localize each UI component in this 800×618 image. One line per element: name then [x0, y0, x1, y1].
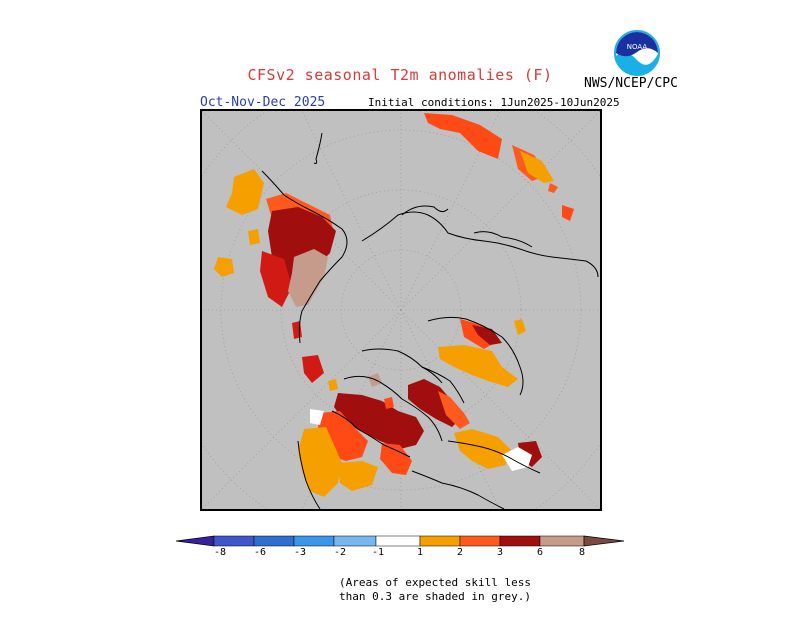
colorbar-label-8: 3 — [496, 547, 504, 558]
patch-canada-arctic-red — [438, 391, 470, 429]
patch-greenland-darkred — [472, 325, 502, 345]
colorbar-label-9: 6 — [536, 547, 544, 558]
patch-baltic-red — [260, 251, 292, 307]
patch-norway-orange — [226, 169, 264, 215]
colorbar-label-7: 2 — [456, 547, 464, 558]
colorbar-bin-4 — [333, 535, 377, 547]
colorbar-bin-3 — [293, 535, 335, 547]
colorbar-left-arrow — [175, 535, 215, 547]
colorbar-right-arrow — [583, 535, 625, 547]
season-label: Oct-Nov-Dec 2025 — [200, 95, 326, 110]
colorbar-label-10: 8 — [578, 547, 586, 558]
map-title: CFSv2 seasonal T2m anomalies (F) — [247, 66, 553, 84]
colorbar-bin-6 — [419, 535, 461, 547]
color-scale-bar — [175, 534, 628, 560]
patch-chukchi — [548, 183, 558, 193]
patch-arctic-red-island — [384, 397, 394, 409]
patch-central-asia-red — [302, 355, 324, 383]
patch-finland-pink — [288, 249, 328, 307]
patch-greenland-orange — [438, 345, 518, 387]
colorbar-bin-8 — [499, 535, 541, 547]
colorbar-bin-5 — [375, 535, 421, 547]
colorbar-label-6: 1 — [416, 547, 424, 558]
colorbar-bin-1 — [213, 535, 255, 547]
patch-kamchatka — [562, 205, 574, 221]
patch-alaska-darkred — [334, 393, 424, 449]
colorbar-label-4: -2 — [333, 547, 347, 558]
polar-map — [200, 109, 602, 511]
patch-siberia-north — [424, 113, 502, 159]
colorbar-bin-2 — [253, 535, 295, 547]
skill-note: (Areas of expected skill less than 0.3 a… — [0, 576, 800, 604]
patch-nwt-red — [380, 443, 412, 475]
patch-siberia-east-orange — [520, 151, 554, 183]
logo-text: NOAA — [627, 43, 648, 51]
skill-note-line-2: than 0.3 are shaded in grey.) — [338, 590, 532, 603]
agency-label: NWS/NCEP/CPC — [584, 76, 678, 91]
colorbar-bin-9 — [539, 535, 585, 547]
patch-hudson-orange — [454, 429, 512, 469]
anomaly-patches — [214, 113, 574, 497]
skill-note-line-1: (Areas of expected skill less — [338, 576, 532, 589]
colorbar-label-1: -8 — [213, 547, 227, 558]
coastlines — [261, 132, 599, 509]
patch-europe-orange-small — [248, 229, 260, 245]
patch-europe-red-small — [292, 321, 302, 339]
patch-uk-orange — [214, 257, 234, 277]
patch-bc-orange — [298, 427, 342, 497]
patch-labrador-white — [502, 447, 532, 471]
colorbar-label-5: -1 — [371, 547, 385, 558]
colorbar-label-2: -6 — [253, 547, 267, 558]
patch-greenland-south-orange — [514, 319, 526, 335]
patch-mongolia-orange — [328, 379, 338, 391]
patch-prairies-orange — [338, 461, 378, 491]
colorbar-bin-7 — [459, 535, 501, 547]
noaa-logo: NOAA — [614, 30, 660, 76]
colorbar-label-3: -3 — [293, 547, 307, 558]
patch-alaska-white — [310, 409, 324, 425]
initial-conditions-label: Initial conditions: 1Jun2025-10Jun2025 — [368, 96, 620, 109]
